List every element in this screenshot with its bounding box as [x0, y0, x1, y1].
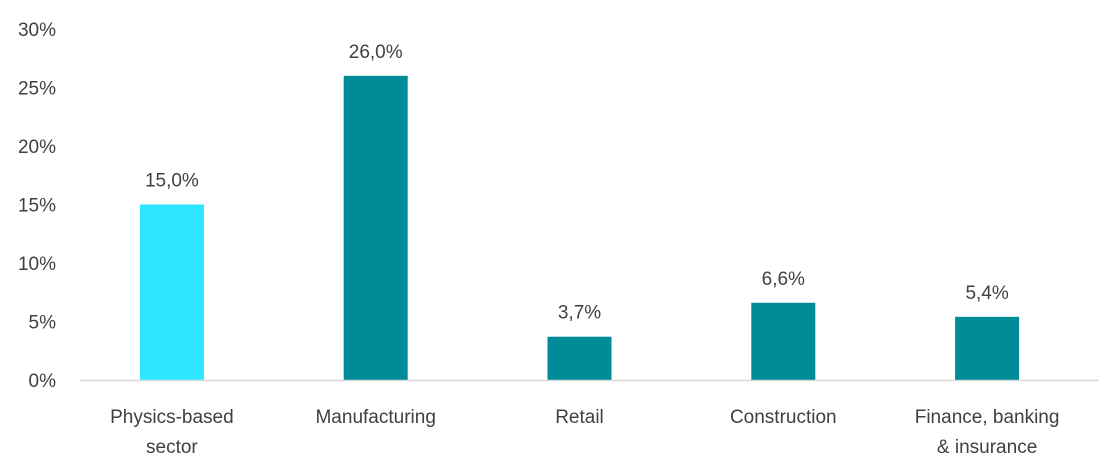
x-tick-label-line: Construction — [730, 407, 837, 428]
x-tick-label: Manufacturing — [315, 407, 435, 428]
y-tick-label: 15% — [18, 196, 56, 217]
bar — [343, 75, 408, 381]
x-tick-label: Finance, banking & insurance — [915, 407, 1060, 458]
data-label: 26,0% — [349, 42, 403, 63]
data-label: 3,7% — [558, 303, 601, 324]
x-axis-labels: Physics-based sector Manufacturing Retail Co… — [110, 407, 1059, 458]
y-tick-label: 5% — [29, 313, 57, 334]
y-tick-label: 10% — [18, 254, 56, 275]
bar — [955, 316, 1020, 380]
data-label: 6,6% — [762, 269, 805, 290]
x-tick-label: Retail — [555, 407, 604, 428]
y-tick-label: 25% — [18, 79, 56, 100]
x-tick-label-line: Retail — [555, 407, 604, 428]
x-tick-label: Construction — [730, 407, 837, 428]
x-tick-label-line: Physics-based — [110, 407, 234, 428]
y-axis: 0% 5% 10% 15% 20% 25% 30% — [18, 20, 56, 392]
x-tick-label-line: sector — [146, 437, 198, 458]
bar — [547, 336, 612, 380]
y-tick-label: 20% — [18, 137, 56, 158]
x-tick-label-line: Manufacturing — [315, 407, 435, 428]
y-tick-label: 30% — [18, 20, 56, 41]
x-tick-label-line: & insurance — [937, 437, 1037, 458]
bar — [751, 302, 816, 380]
bars — [139, 75, 1020, 381]
y-tick-label: 0% — [29, 371, 57, 392]
x-tick-label: Physics-based sector — [110, 407, 234, 458]
data-labels: 15,0% 26,0% 3,7% 6,6% 5,4% — [145, 42, 1009, 324]
x-tick-label-line: Finance, banking — [915, 407, 1060, 428]
data-label: 5,4% — [965, 283, 1008, 304]
data-label: 15,0% — [145, 171, 199, 192]
bar — [139, 204, 204, 380]
